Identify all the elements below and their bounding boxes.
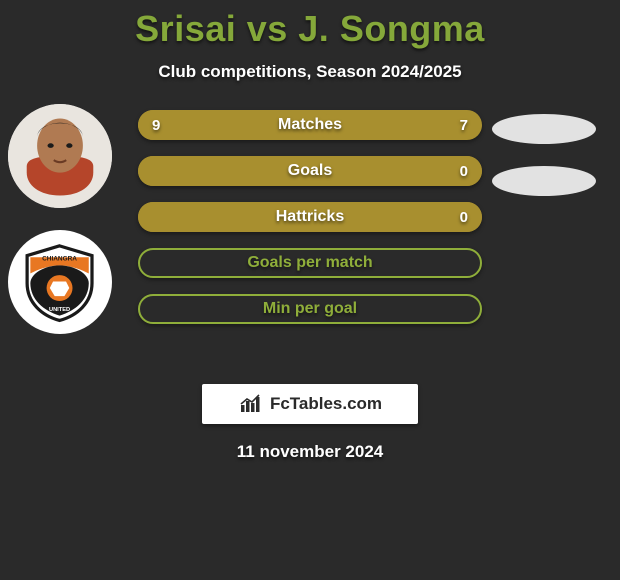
stat-label: Min per goal: [263, 300, 357, 318]
oval-placeholder: [492, 166, 596, 196]
stat-label: Hattricks: [276, 208, 344, 226]
date-label: 11 november 2024: [0, 442, 620, 462]
club-badge: CHIANGRA UNITED: [8, 230, 112, 334]
club-shield-icon: CHIANGRA UNITED: [19, 241, 100, 322]
stat-row: Min per goal: [138, 294, 482, 324]
bar-chart-icon: [238, 394, 264, 414]
brand-text: FcTables.com: [270, 394, 382, 414]
stat-label: Matches: [278, 116, 342, 134]
club-text-bottom: UNITED: [49, 307, 70, 313]
player-avatar: [8, 104, 112, 208]
page-title: Srisai vs J. Songma: [0, 0, 620, 50]
player-portrait-icon: [8, 104, 112, 208]
club-text-top: CHIANGRA: [43, 256, 78, 263]
stat-row: Goals per match: [138, 248, 482, 278]
right-ovals: [492, 114, 602, 218]
stat-left-value: 9: [152, 117, 160, 134]
stat-right-value: 7: [460, 117, 468, 134]
stat-label: Goals per match: [247, 254, 372, 272]
stat-row: Goals 0: [138, 156, 482, 186]
comparison-panel: CHIANGRA UNITED 9Matches7Goals0Hattricks…: [0, 110, 620, 370]
page-subtitle: Club competitions, Season 2024/2025: [0, 62, 620, 82]
stat-right-value: 0: [460, 163, 468, 180]
stat-row: Hattricks 0: [138, 202, 482, 232]
left-avatars: CHIANGRA UNITED: [8, 104, 112, 334]
stat-row: 9 Matches 7: [138, 110, 482, 140]
stat-right-value: 0: [460, 209, 468, 226]
oval-placeholder: [492, 114, 596, 144]
stat-label: Goals: [288, 162, 332, 180]
stat-bars: 9 Matches 7 Goals 0 Hattricks 0 Goals per match…: [138, 110, 482, 340]
brand-badge: FcTables.com: [202, 384, 418, 424]
